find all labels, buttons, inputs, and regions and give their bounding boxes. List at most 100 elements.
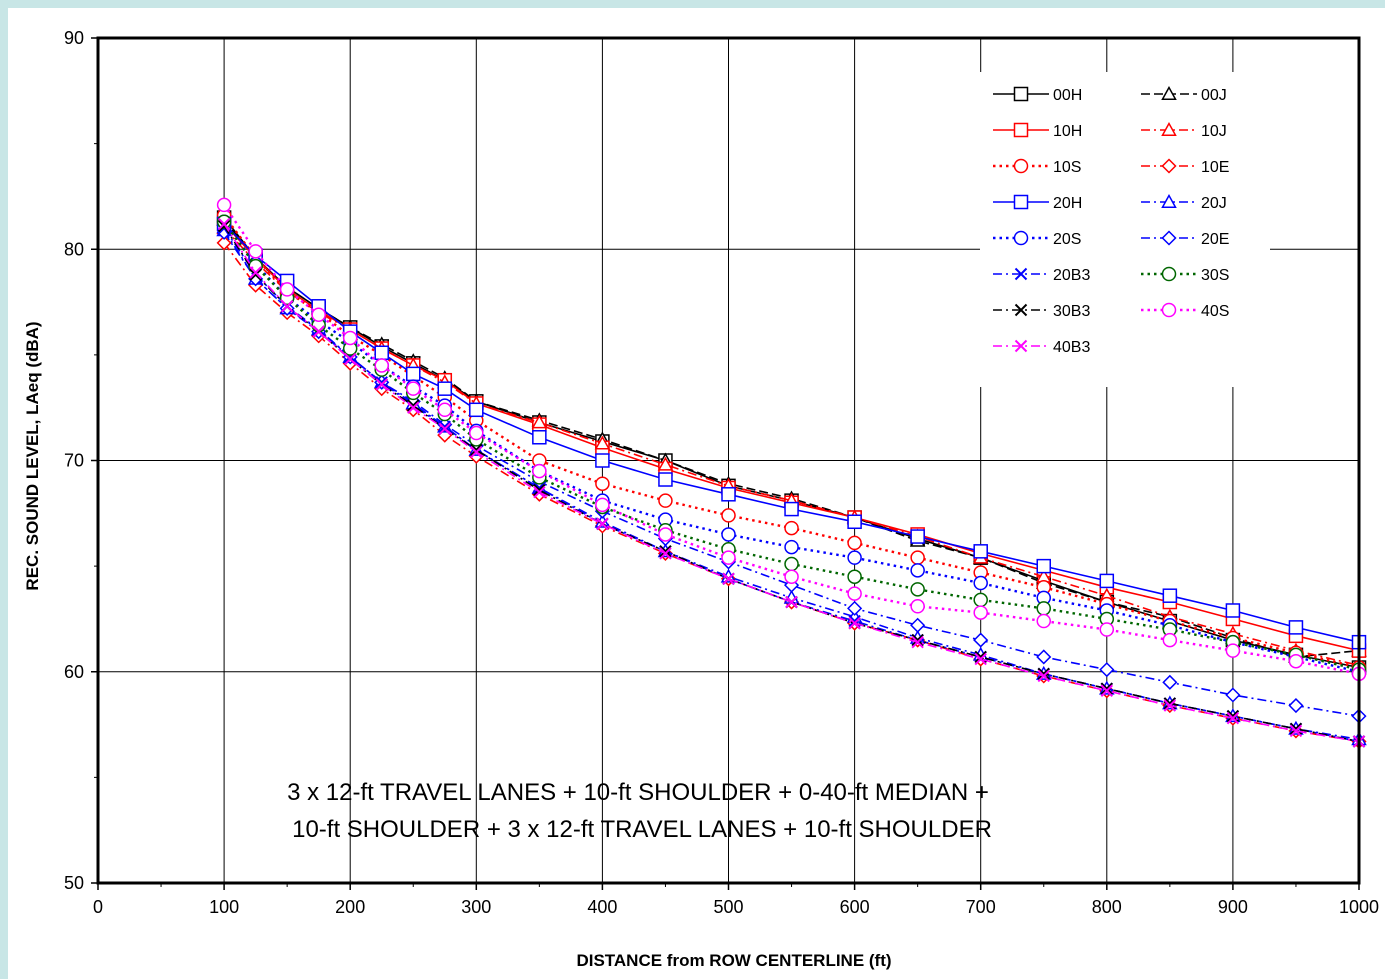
legend-label-10E: 10E [1201,159,1229,176]
data-point-40B3-500 [722,572,735,586]
legend-swatch-marker-40B3 [1014,339,1028,353]
data-point-40B3-600 [848,616,861,630]
data-point-30S-650 [910,582,925,597]
legend-item-10S: 10S [993,158,1081,176]
data-point-20H-225 [374,345,389,361]
legend-swatch-marker-10H [1013,122,1029,138]
y-tick-label-50: 50 [64,873,84,893]
x-tick-label-600: 600 [840,897,870,917]
legend-item-40B3: 40B3 [993,339,1090,356]
data-point-40B3-100 [217,217,231,231]
legend-label-30B3: 30B3 [1053,303,1090,320]
data-point-20H-550 [784,501,799,517]
x-tick-label-400: 400 [587,897,617,917]
data-point-40B3-175 [312,325,325,338]
data-point-40B3-125 [249,266,262,279]
legend-label-30S: 30S [1201,267,1229,284]
data-point-10E-100 [216,235,232,251]
data-point-40S-350 [532,463,547,479]
data-point-40S-750 [1036,613,1051,629]
data-point-40S-275 [437,402,453,418]
legend-background [980,72,1270,387]
data-point-30B3-950 [1289,722,1303,735]
data-point-20H-750 [1036,558,1051,574]
legend-swatch-marker-20S [1013,230,1029,246]
data-point-20E-850 [1162,674,1178,690]
legend-label-00H: 00H [1053,87,1082,104]
legend-swatch-marker-00H [1013,86,1029,102]
data-point-40B3-350 [533,485,546,499]
legend-item-20J: 20J [1141,193,1227,212]
data-point-20H-275 [437,381,453,396]
data-point-30B3-800 [1100,682,1114,695]
y-tick-label-60: 60 [64,662,84,682]
data-point-10S-400 [595,476,610,491]
data-point-10S-650 [910,550,925,565]
data-point-20S-600 [847,550,862,565]
series-layer [216,197,1367,750]
data-point-40B3-850 [1163,699,1177,712]
annotation-line-1: 3 x 12-ft TRAVEL LANES + 10-ft SHOULDER … [287,779,989,806]
data-point-20H-700 [973,544,988,559]
data-point-40S-900 [1225,643,1241,658]
data-point-20H-900 [1225,603,1241,618]
data-point-40S-800 [1099,622,1115,637]
data-point-40S-500 [721,550,736,565]
x-tick-label-1000: 1000 [1339,897,1379,917]
data-point-10S-550 [784,520,799,536]
legend-label-40B3: 40B3 [1053,339,1090,356]
data-point-30S-700 [973,592,988,608]
x-tick-label-900: 900 [1218,897,1248,917]
y-axis-title: REC. SOUND LEVEL, LAeq (dBA) [23,321,42,590]
x-tick-label-800: 800 [1092,897,1122,917]
legend-swatch-marker-10E [1161,158,1177,174]
legend-label-40S: 40S [1201,303,1229,320]
data-point-40B3-450 [659,547,672,560]
x-tick-label-200: 200 [335,897,365,917]
legend-label-10J: 10J [1201,123,1227,140]
line-chart: 0 100 200 300 400 500 600 700 800 900 1000 50 60 70 80… [23,28,1379,970]
y-tick-label-90: 90 [64,28,84,48]
legend-swatch-marker-20J [1161,193,1177,208]
legend-swatch-marker-10J [1161,121,1177,136]
legend-label-20H: 20H [1053,195,1082,212]
data-point-30B3-125 [249,268,262,281]
legend-item-10J: 10J [1141,121,1227,140]
data-point-40S-300 [469,425,484,441]
data-point-40B3-275 [438,422,451,436]
legend-item-20S: 20S [993,230,1081,248]
legend-swatch-marker-30B3 [1014,303,1028,317]
legend-label-10S: 10S [1053,159,1081,176]
data-point-10S-500 [721,508,736,523]
legend-swatch-marker-30S [1161,266,1177,282]
data-point-20H-800 [1099,573,1115,589]
data-point-20E-950 [1288,697,1304,714]
data-point-30B3-900 [1226,709,1240,723]
chart-frame: 0 100 200 300 400 500 600 700 800 900 1000 50 60 70 80… [8,8,1385,979]
data-point-20S-650 [910,563,925,578]
data-point-40B3-950 [1289,724,1303,738]
data-point-40S-150 [279,282,295,297]
data-point-10J-350 [531,414,548,429]
data-point-40B3-800 [1100,684,1114,697]
data-point-20H-500 [721,487,736,502]
data-point-40B3-300 [470,445,483,459]
data-point-40B3-750 [1037,669,1050,683]
data-point-40S-175 [311,307,326,322]
data-point-40B3-900 [1226,712,1240,725]
legend-label-20B3: 20B3 [1053,267,1090,284]
legend-swatch-marker-20B3 [1014,267,1028,281]
y-tick-label-70: 70 [64,451,84,471]
legend-item-40S: 40S [1141,302,1229,320]
data-point-40S-450 [658,527,673,542]
legend-item-00H: 00H [993,86,1082,104]
data-point-20H-600 [847,514,862,530]
data-point-40S-700 [973,605,988,620]
data-point-40S-125 [248,244,263,259]
data-point-20H-350 [532,430,547,445]
data-point-40B3-200 [343,352,357,366]
legend-swatch-marker-00J [1161,85,1177,100]
data-point-30B3-750 [1037,667,1050,681]
legend-item-10E: 10E [1141,158,1229,176]
x-tick-label-100: 100 [209,897,239,917]
